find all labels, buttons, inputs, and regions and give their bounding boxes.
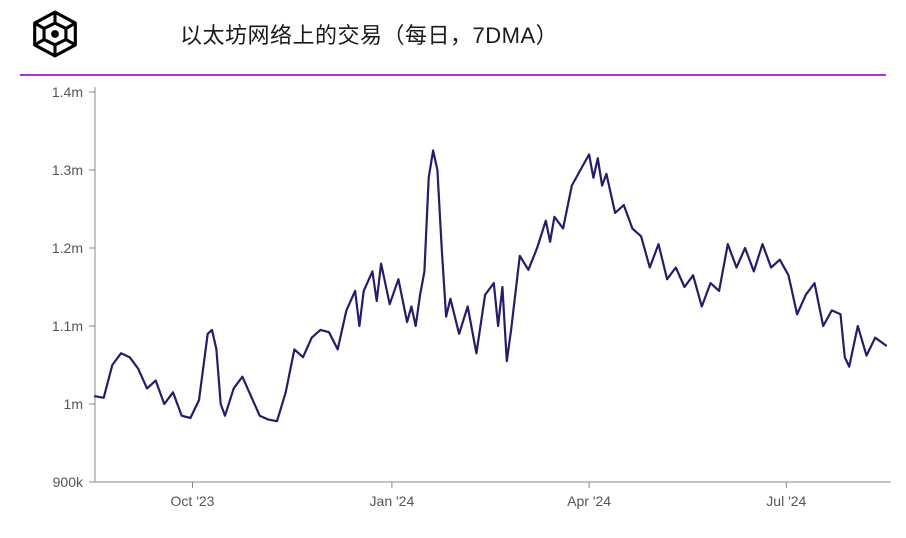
svg-text:Jul '24: Jul '24: [766, 493, 806, 509]
svg-text:1.1m: 1.1m: [52, 318, 83, 334]
chart-header: 以太坊网络上的交易（每日，7DMA）: [0, 0, 906, 60]
svg-text:1m: 1m: [64, 396, 83, 412]
svg-text:1.3m: 1.3m: [52, 162, 83, 178]
logo-icon: [30, 9, 80, 59]
svg-text:Oct '23: Oct '23: [171, 493, 215, 509]
header-divider: [20, 74, 886, 76]
svg-text:Jan '24: Jan '24: [370, 493, 415, 509]
chart-title: 以太坊网络上的交易（每日，7DMA）: [180, 18, 558, 50]
svg-text:1.2m: 1.2m: [52, 240, 83, 256]
svg-text:1.4m: 1.4m: [52, 84, 83, 100]
svg-text:Apr '24: Apr '24: [567, 493, 611, 509]
svg-text:900k: 900k: [53, 474, 84, 490]
line-chart: 900k 1m 1.1m 1.2m 1.3m 1.4m Oct '23 Jan '24 Apr …: [0, 82, 906, 538]
